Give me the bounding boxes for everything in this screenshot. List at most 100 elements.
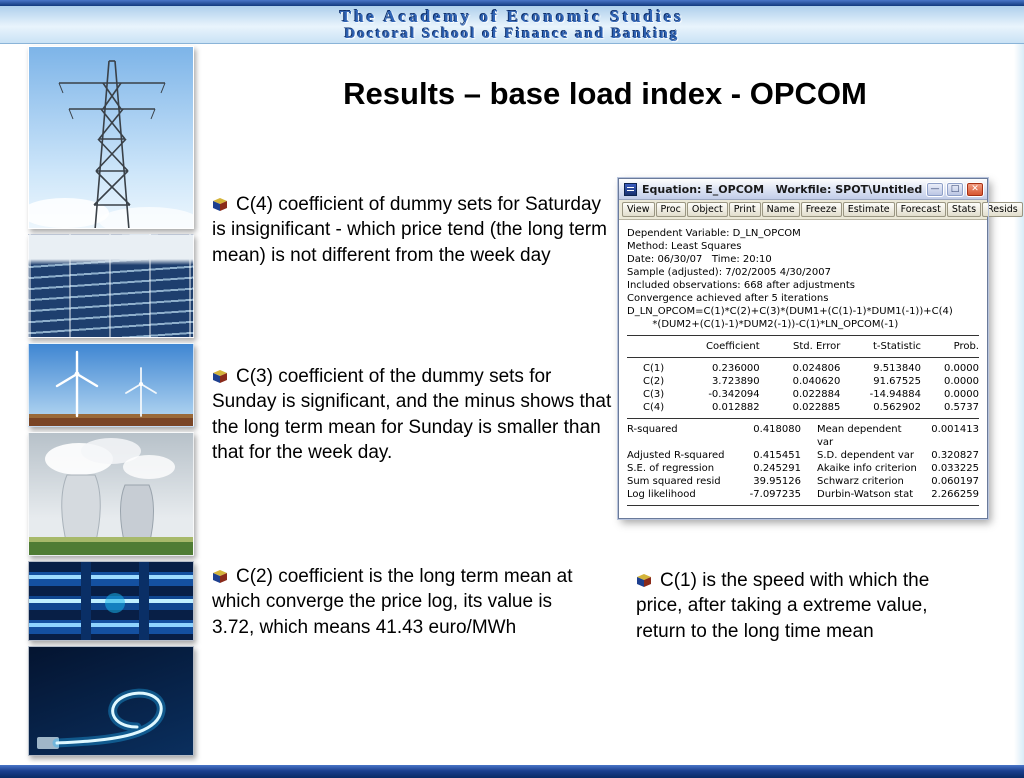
- eviews-equation-window: Equation: E_OPCOM Workfile: SPOT\Untitle…: [617, 177, 1023, 520]
- toolbar-button-forecast[interactable]: Forecast: [895, 202, 946, 217]
- cell: 0.012882: [711, 402, 760, 413]
- coefficient-table-row: C(1) 0.236000 0.024806 9.513840 0.0000: [627, 362, 979, 375]
- stat-label: S.E. of regression: [627, 463, 715, 474]
- bullet-c1: C(1) is the speed with which the price, …: [636, 568, 972, 644]
- academy-name: The Academy of Economic Studies: [339, 6, 685, 26]
- bullet-c3: C(3) coefficient of the dummy sets for S…: [212, 364, 612, 466]
- col-header: Prob.: [953, 341, 979, 352]
- output-line: Convergence achieved after 5 iterations: [627, 293, 829, 304]
- glowing-cable-photo: [28, 646, 194, 756]
- solar-panels-photo: [28, 234, 194, 338]
- equation-window-icon: [624, 182, 637, 196]
- stat-value: 0.245291: [753, 463, 801, 474]
- bullet-icon: [213, 370, 227, 383]
- top-border-bar: [0, 0, 1024, 6]
- bullet-c1-text: C(1) is the speed with which the price, …: [636, 570, 930, 642]
- equation-spec-line: *(DUM2+(C(1)-1)*DUM2(-1))-C(1)*LN_OPCOM(…: [627, 319, 899, 330]
- stat-value: 0.060197: [931, 476, 979, 487]
- cell: 0.0000: [943, 363, 979, 374]
- photo-strip: [28, 46, 194, 756]
- bullet-icon: [637, 574, 651, 587]
- estimation-header: Dependent Variable: D_LN_OPCOM Method: L…: [627, 227, 979, 331]
- stat-value: 0.320827: [931, 450, 979, 461]
- toolbar-button-name[interactable]: Name: [761, 202, 800, 217]
- bullet-c4-text: C(4) coefficient of dummy sets for Satur…: [212, 194, 607, 266]
- window-controls: — □ ✕: [926, 181, 984, 197]
- col-header: Coefficient: [706, 341, 760, 352]
- divider: [627, 335, 979, 336]
- blue-pipes-photo: [28, 561, 194, 641]
- divider: [627, 357, 979, 358]
- stat-value: 0.033225: [931, 463, 979, 474]
- toolbar-button-resids[interactable]: Resids: [982, 202, 1023, 217]
- bullet-icon: [213, 198, 227, 211]
- equation-spec-line: D_LN_OPCOM=C(1)*C(2)+C(3)*(DUM1+(C(1)-1)…: [627, 306, 953, 317]
- transmission-tower-photo: [28, 46, 194, 229]
- cell: 0.022885: [792, 402, 841, 413]
- stat-value: 0.001413: [931, 424, 979, 435]
- stat-value: 39.95126: [753, 476, 801, 487]
- coefficient-table-row: C(2) 3.723890 0.040620 91.67525 0.0000: [627, 375, 979, 388]
- toolbar-button-proc[interactable]: Proc: [655, 202, 686, 217]
- output-line: Sample (adjusted): 7/02/2005 4/30/2007: [627, 267, 831, 278]
- cell: -0.342094: [708, 389, 760, 400]
- stat-label: Sum squared resid: [627, 476, 721, 487]
- eviews-titlebar[interactable]: Equation: E_OPCOM Workfile: SPOT\Untitle…: [619, 179, 987, 200]
- cell: 9.513840: [873, 363, 921, 374]
- divider: [627, 418, 979, 419]
- col-header: t-Statistic: [872, 341, 921, 352]
- coefficient-table-header: Coefficient Std. Error t-Statistic Prob.: [627, 340, 979, 353]
- stat-value: 2.266259: [931, 489, 979, 500]
- toolbar-button-print[interactable]: Print: [728, 202, 761, 217]
- divider: [627, 505, 979, 506]
- cell: C(2): [643, 376, 665, 387]
- bullet-c2-text: C(2) coefficient is the long term mean a…: [212, 566, 573, 638]
- cell: -14.94884: [869, 389, 921, 400]
- output-line: Included observations: 668 after adjustm…: [627, 280, 856, 291]
- coefficient-table-row: C(3) -0.342094 0.022884 -14.94884 0.0000: [627, 388, 979, 401]
- stat-label: R-squared: [627, 424, 678, 435]
- output-line: Dependent Variable: D_LN_OPCOM: [627, 228, 801, 239]
- stat-label: Adjusted R-squared: [627, 450, 725, 461]
- toolbar-button-freeze[interactable]: Freeze: [800, 202, 842, 217]
- stat-value: 0.415451: [753, 450, 801, 461]
- stat-value: 0.418080: [753, 424, 801, 435]
- cell: 0.562902: [873, 402, 921, 413]
- cell: 91.67525: [873, 376, 921, 387]
- toolbar-button-stats[interactable]: Stats: [946, 202, 982, 217]
- bullet-c2: C(2) coefficient is the long term mean a…: [212, 564, 590, 640]
- maximize-icon[interactable]: □: [946, 181, 964, 197]
- stat-value: -7.097235: [749, 489, 801, 500]
- eviews-toolbar: View Proc Object Print Name Freeze Estim…: [619, 200, 1023, 220]
- summary-statistics: R-squared 0.418080 Mean dependent var 0.…: [627, 423, 979, 501]
- wind-turbines-photo: [28, 343, 194, 427]
- stat-label: Durbin-Watson stat: [817, 489, 914, 500]
- header-banner: The Academy of Economic Studies Doctoral…: [0, 6, 1024, 44]
- cell: 3.723890: [711, 376, 760, 387]
- cell: 0.0000: [943, 376, 979, 387]
- cell: C(1): [643, 363, 665, 374]
- stat-label: Akaike info criterion: [817, 463, 917, 474]
- cell: C(4): [643, 402, 665, 413]
- page-title: Results – base load index - OPCOM: [343, 76, 867, 111]
- cell: C(3): [643, 389, 665, 400]
- toolbar-button-estimate[interactable]: Estimate: [842, 202, 895, 217]
- close-icon[interactable]: ✕: [966, 181, 984, 197]
- eviews-output: Dependent Variable: D_LN_OPCOM Method: L…: [619, 220, 987, 518]
- stat-label: Schwarz criterion: [817, 476, 904, 487]
- toolbar-button-object[interactable]: Object: [686, 202, 728, 217]
- cell: 0.040620: [792, 376, 841, 387]
- cell: 0.022884: [792, 389, 841, 400]
- right-edge-fade: [1014, 44, 1024, 765]
- output-line: Date: 06/30/07 Time: 20:10: [627, 254, 772, 265]
- toolbar-button-view[interactable]: View: [622, 202, 655, 217]
- minimize-icon[interactable]: —: [926, 181, 944, 197]
- bullet-icon: [213, 570, 227, 583]
- bullet-c4: C(4) coefficient of dummy sets for Satur…: [212, 192, 608, 268]
- stat-label: S.D. dependent var: [817, 450, 915, 461]
- coefficient-table-row: C(4) 0.012882 0.022885 0.562902 0.5737: [627, 401, 979, 414]
- stat-label: Log likelihood: [627, 489, 696, 500]
- cooling-towers-photo: [28, 432, 194, 556]
- school-name: Doctoral School of Finance and Banking: [344, 25, 680, 42]
